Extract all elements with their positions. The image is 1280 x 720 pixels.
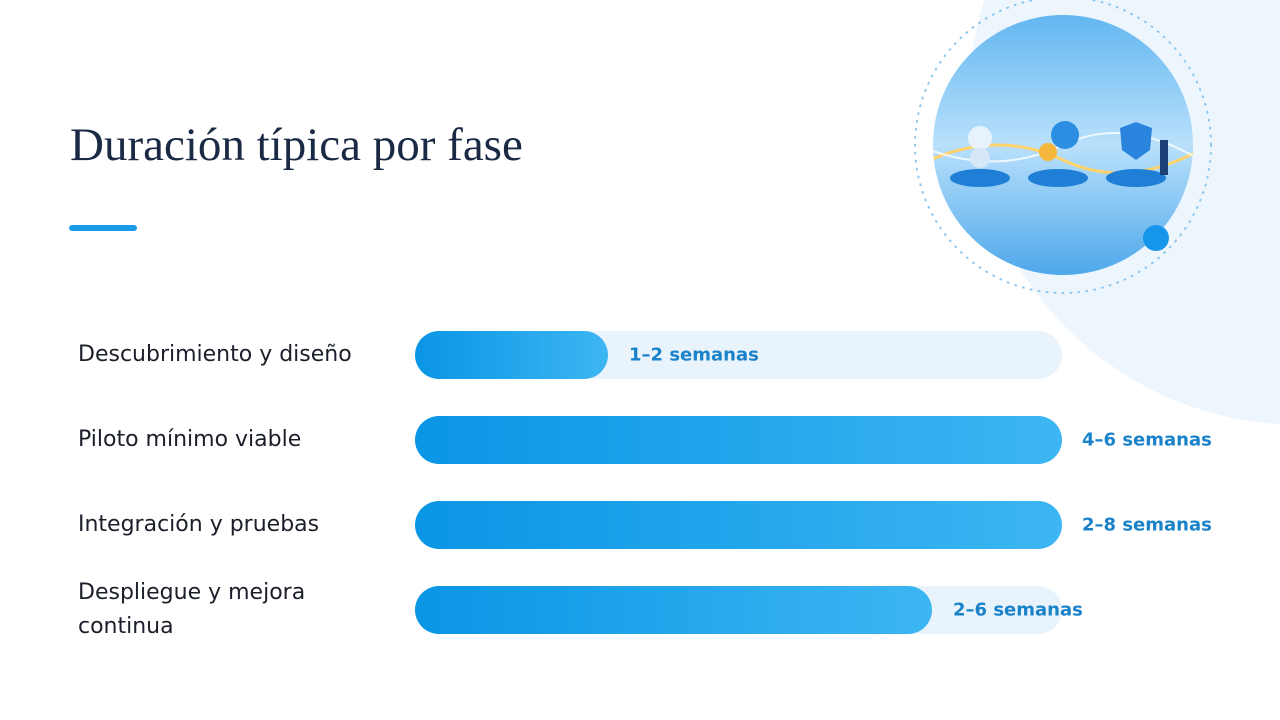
phase-row: Despliegue y mejora continua 2–6 semanas bbox=[0, 580, 1280, 639]
phase-row: Descubrimiento y diseño 1–2 semanas bbox=[0, 331, 1280, 379]
duration-label: 2–6 semanas bbox=[953, 599, 1083, 621]
accent-line bbox=[69, 225, 137, 231]
phase-label: Descubrimiento y diseño bbox=[78, 342, 352, 367]
duration-label: 2–8 semanas bbox=[1082, 514, 1212, 536]
bar bbox=[415, 416, 1062, 464]
dot bbox=[1143, 225, 1169, 251]
bar bbox=[415, 331, 608, 379]
duration-label: 1–2 semanas bbox=[629, 344, 759, 366]
bar bbox=[415, 501, 1062, 549]
bar bbox=[415, 586, 932, 634]
dotted-ring bbox=[914, 0, 1212, 294]
phase-label: Piloto mínimo viable bbox=[78, 427, 302, 452]
title: Duración típica por fase bbox=[70, 119, 523, 171]
phase-label: Integración y pruebas bbox=[78, 512, 320, 537]
phase-row: Integración y pruebas 2–8 semanas bbox=[0, 501, 1280, 549]
phase-row: Piloto mínimo viable 4–6 semanas bbox=[0, 416, 1280, 464]
phase-label: Despliegue y mejora continua bbox=[78, 580, 306, 639]
duration-label: 4–6 semanas bbox=[1082, 429, 1212, 451]
